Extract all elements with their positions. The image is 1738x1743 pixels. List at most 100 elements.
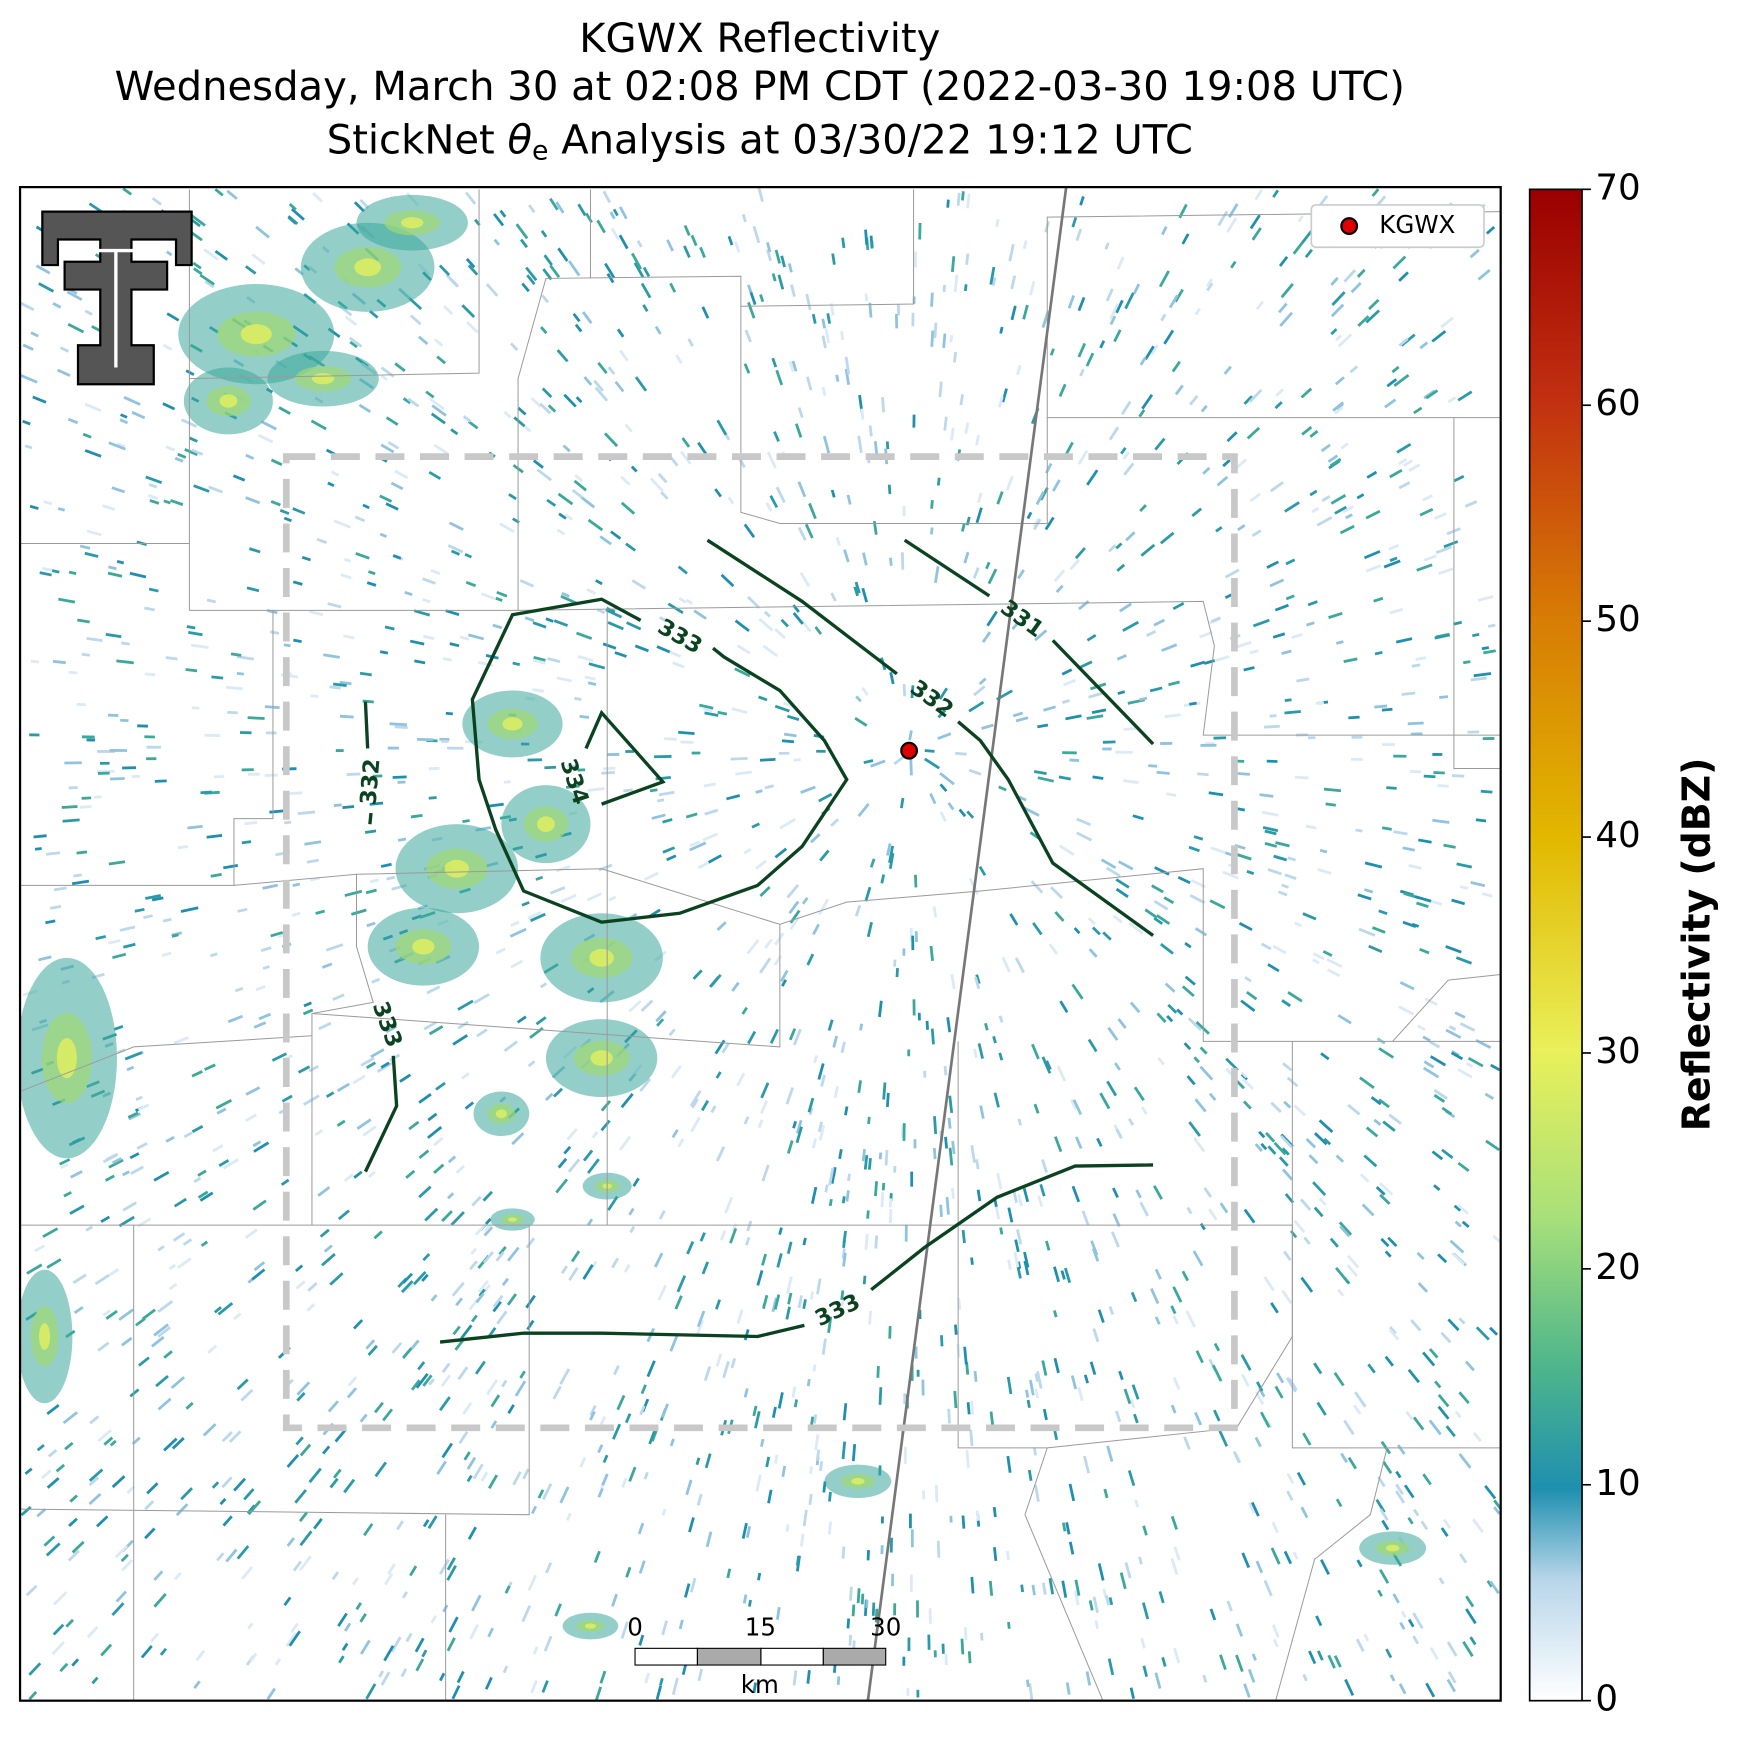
echo [851, 1604, 856, 1617]
echo [135, 1317, 146, 1327]
echo [1194, 1098, 1207, 1113]
echo [118, 1215, 135, 1228]
echo [422, 577, 436, 585]
echo [1332, 401, 1345, 412]
echo [296, 1381, 311, 1396]
echo [1454, 1011, 1466, 1019]
echo [947, 1408, 951, 1424]
echo [1070, 1375, 1078, 1390]
echo [760, 1082, 770, 1099]
echo [893, 959, 897, 967]
echo [643, 871, 659, 881]
echo [1234, 771, 1250, 776]
echo [433, 443, 449, 455]
echo [116, 442, 126, 449]
echo [1425, 1682, 1436, 1698]
echo [629, 1225, 636, 1234]
scale-unit: km [741, 1670, 779, 1699]
echo [77, 618, 90, 624]
echo [1364, 861, 1383, 869]
echo [337, 1209, 350, 1221]
echo [1485, 1139, 1500, 1152]
echo [1393, 373, 1410, 387]
echo [1116, 563, 1126, 572]
echo [614, 651, 627, 658]
echo [431, 404, 447, 417]
echo [859, 1023, 864, 1031]
echo [1440, 1331, 1452, 1344]
echo [138, 1356, 150, 1367]
echo [122, 1201, 137, 1212]
echo [902, 1123, 906, 1141]
echo [889, 557, 893, 566]
echo [1334, 505, 1347, 515]
echo [1026, 1399, 1031, 1409]
echo [565, 784, 580, 789]
echo [1139, 1201, 1149, 1217]
echo [1412, 1416, 1425, 1431]
echo [914, 251, 918, 268]
echo [466, 1456, 477, 1470]
echo [1403, 1484, 1415, 1499]
echo [525, 1237, 536, 1249]
echo [1407, 1368, 1420, 1384]
echo [247, 716, 265, 720]
echo [425, 390, 435, 399]
echo [1254, 189, 1264, 201]
echo [58, 597, 76, 604]
echo [310, 694, 319, 698]
echo [163, 1437, 178, 1452]
echo [1344, 1678, 1355, 1696]
echo [1112, 1213, 1121, 1227]
echo [69, 1204, 85, 1215]
echo [1316, 516, 1333, 527]
echo [948, 1095, 954, 1114]
echo [746, 1220, 753, 1232]
echo [1330, 328, 1338, 336]
echo [549, 264, 561, 279]
echo [842, 1230, 847, 1244]
echo [352, 1577, 359, 1586]
echo [1108, 1597, 1114, 1606]
echo [280, 1178, 290, 1186]
echo [237, 907, 248, 913]
echo [153, 1170, 170, 1182]
echo [914, 874, 918, 888]
echo [1065, 1522, 1071, 1535]
echo [1091, 926, 1101, 936]
echo [1048, 943, 1059, 955]
echo [292, 507, 306, 515]
echo [471, 1195, 482, 1207]
echo [668, 1028, 676, 1037]
echo [1071, 217, 1078, 228]
echo [333, 803, 342, 807]
echo [1375, 1498, 1386, 1513]
echo [387, 746, 400, 750]
echo [1112, 1187, 1119, 1199]
echo [556, 349, 569, 363]
echo [1260, 942, 1272, 951]
echo [1459, 885, 1469, 890]
echo [119, 418, 129, 425]
echo [245, 453, 255, 460]
echo [808, 502, 817, 520]
echo [1381, 1519, 1390, 1531]
colorbar-label: Reflectivity (dBZ) [1675, 758, 1719, 1132]
echo [662, 846, 676, 854]
echo [844, 368, 851, 385]
echo [108, 441, 126, 451]
echo [354, 515, 366, 523]
echo [876, 1366, 880, 1378]
echo [155, 1374, 169, 1388]
echo [560, 1265, 568, 1275]
echo [1054, 1136, 1063, 1153]
echo [994, 1205, 1001, 1220]
echo [526, 274, 536, 286]
echo [439, 1672, 446, 1682]
echo [236, 1545, 250, 1560]
echo [604, 262, 616, 279]
echo [1330, 276, 1339, 286]
contour-line [903, 538, 1155, 746]
echo [306, 858, 319, 864]
echo [409, 314, 422, 326]
